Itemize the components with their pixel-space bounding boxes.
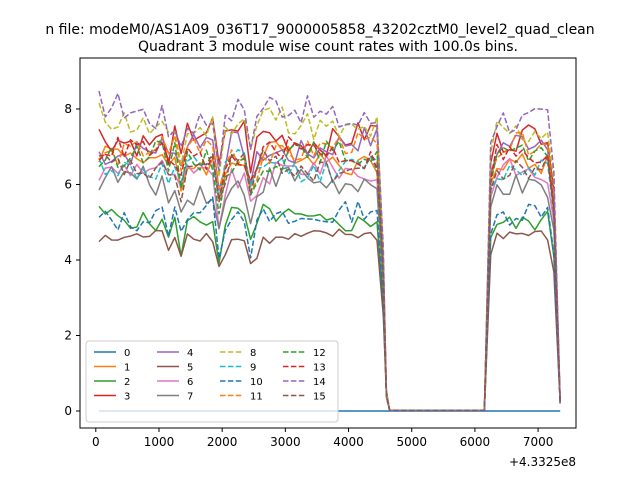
series-line-5 <box>98 228 561 412</box>
legend-label-13: 13 <box>313 363 326 374</box>
x-tick-label: 7000 <box>523 435 554 449</box>
series-line-15 <box>98 149 561 412</box>
y-tick-label: 4 <box>64 253 72 267</box>
legend-label-5: 5 <box>187 363 193 374</box>
x-tick-label: 5000 <box>396 435 427 449</box>
y-tick-label: 6 <box>64 177 72 191</box>
series-line-13 <box>98 136 561 412</box>
legend-label-6: 6 <box>187 377 193 388</box>
x-tick-label: 6000 <box>460 435 491 449</box>
y-axis: 0 2 4 6 8 <box>64 102 80 418</box>
series-line-8 <box>98 102 561 412</box>
legend-label-4: 4 <box>187 348 193 359</box>
legend-label-12: 12 <box>313 348 326 359</box>
legend-label-11: 11 <box>250 392 263 403</box>
legend-label-7: 7 <box>187 392 193 403</box>
axes-frame <box>79 57 577 429</box>
series-line-9 <box>98 148 561 412</box>
x-offset-label: +4.3325e8 <box>509 455 576 469</box>
series-line-7 <box>98 165 561 412</box>
legend-label-1: 1 <box>124 363 130 374</box>
legend-label-14: 14 <box>313 377 326 388</box>
legend-label-0: 0 <box>124 348 130 359</box>
series-lines <box>98 90 561 412</box>
series-line-6 <box>98 155 561 412</box>
legend-label-2: 2 <box>124 377 130 388</box>
x-tick-label: 0 <box>92 435 100 449</box>
series-line-2 <box>98 203 561 412</box>
x-axis: 0 1000 2000 3000 4000 5000 6000 7000 <box>92 428 553 449</box>
x-tick-label: 4000 <box>333 435 364 449</box>
x-tick-label: 2000 <box>207 435 238 449</box>
y-tick-label: 8 <box>64 102 72 116</box>
series-line-14 <box>98 90 561 412</box>
legend-label-10: 10 <box>250 377 263 388</box>
series-line-11 <box>98 131 561 412</box>
series-line-1 <box>98 140 561 412</box>
series-line-10 <box>98 196 561 412</box>
series-line-12 <box>98 140 561 412</box>
y-tick-label: 0 <box>64 404 72 418</box>
x-tick-label: 1000 <box>144 435 175 449</box>
x-tick-label: 3000 <box>270 435 301 449</box>
legend-label-9: 9 <box>250 363 256 374</box>
legend-label-8: 8 <box>250 348 256 359</box>
legend-label-3: 3 <box>124 392 130 403</box>
chart-title: Quadrant 3 module wise count rates with … <box>138 39 518 55</box>
y-tick-label: 2 <box>64 329 72 343</box>
legend-label-15: 15 <box>313 392 326 403</box>
figure-suptitle: n file: modeM0/AS1A09_036T17_9000005858_… <box>45 22 594 38</box>
legend-box <box>85 340 339 423</box>
